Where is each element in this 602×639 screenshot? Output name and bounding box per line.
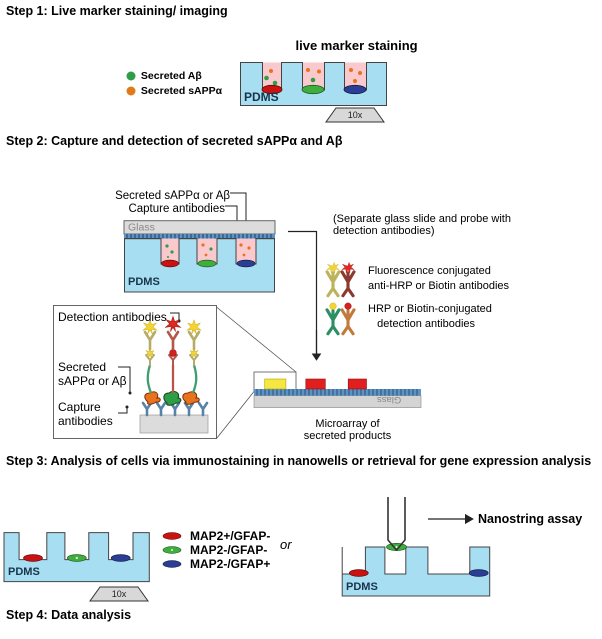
svg-text:PDMS: PDMS <box>346 581 378 593</box>
svg-text:10x: 10x <box>348 110 363 120</box>
svg-text:Glass: Glass <box>377 394 402 405</box>
svg-text:PDMS: PDMS <box>244 90 279 104</box>
svg-text:PDMS: PDMS <box>128 276 160 288</box>
svg-text:PDMS: PDMS <box>8 566 40 578</box>
svg-text:Glass: Glass <box>128 222 155 234</box>
svg-text:10x: 10x <box>112 589 127 599</box>
